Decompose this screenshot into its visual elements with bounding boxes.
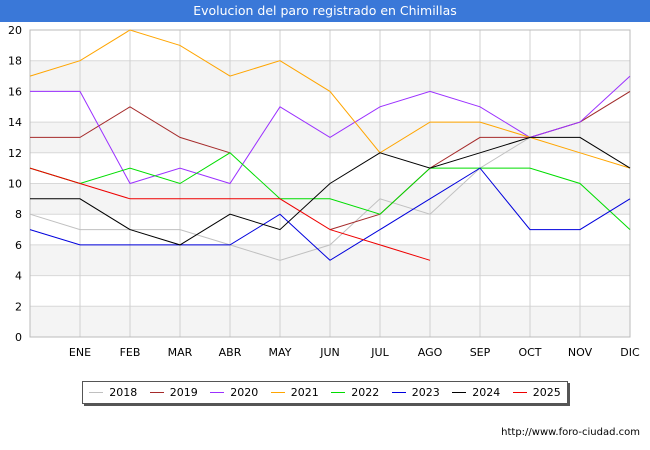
y-tick-label: 0: [15, 331, 22, 344]
legend-label: 2024: [472, 386, 501, 399]
y-tick-label: 20: [8, 24, 22, 37]
legend-label: 2020: [230, 386, 259, 399]
y-tick-label: 18: [8, 55, 22, 68]
x-tick-label: MAY: [269, 346, 292, 359]
legend: 2018 2019 2020 2021 2022 2023 2024 2025: [82, 381, 568, 404]
x-tick-label: ABR: [219, 346, 242, 359]
series-lines: [29, 29, 631, 261]
x-tick-label: FEB: [120, 346, 141, 359]
legend-swatch: [391, 392, 406, 393]
y-tick-label: 14: [8, 116, 22, 129]
y-tick-label: 8: [15, 208, 22, 221]
series-line-2025: [29, 167, 431, 261]
legend-entry-2022: 2022: [331, 386, 379, 399]
x-tick-label: JUN: [319, 346, 340, 359]
legend-entry-2024: 2024: [452, 386, 500, 399]
series-line-2023: [29, 167, 631, 261]
legend-label: 2018: [109, 386, 138, 399]
x-axis-tick-labels: ENE FEB MAR ABR MAY JUN JUL AGO SEP OCT NOV DIC: [69, 346, 640, 359]
legend-swatch: [452, 392, 467, 393]
x-tick-label: MAR: [168, 346, 193, 359]
x-tick-label: JUL: [370, 346, 389, 359]
legend-entry-2018: 2018: [89, 386, 137, 399]
y-tick-label: 10: [8, 178, 22, 191]
y-tick-label: 4: [15, 270, 22, 283]
legend-label: 2023: [411, 386, 440, 399]
series-line-2024: [30, 136, 631, 246]
x-tick-label: NOV: [568, 346, 593, 359]
legend-label: 2021: [290, 386, 319, 399]
legend-entry-2025: 2025: [512, 386, 561, 399]
y-axis-tick-labels: 0 2 4 6 8 10 12 14 16 18 20: [8, 24, 22, 344]
legend-entry-2019: 2019: [149, 386, 198, 399]
x-tick-label: AGO: [418, 346, 443, 359]
chart-title: Evolucion del paro registrado en Chimill…: [0, 0, 650, 22]
legend-label: 2022: [351, 386, 380, 399]
y-tick-label: 16: [8, 85, 22, 98]
legend-swatch: [331, 392, 346, 393]
y-tick-label: 2: [15, 300, 22, 313]
legend-swatch: [270, 392, 285, 393]
legend-swatch: [89, 392, 104, 393]
y-tick-label: 12: [8, 147, 22, 160]
plot-border: [29, 29, 631, 338]
legend-entry-2023: 2023: [391, 386, 440, 399]
legend-label: 2019: [169, 386, 198, 399]
source-credit: http://www.foro-ciudad.com: [501, 427, 640, 438]
legend-swatch: [149, 392, 164, 393]
series-line-2022: [29, 152, 631, 230]
x-tick-label: DIC: [620, 346, 640, 359]
x-tick-label: OCT: [518, 346, 541, 359]
x-tick-label: SEP: [470, 346, 491, 359]
legend-entry-2020: 2020: [210, 386, 258, 399]
legend-label: 2025: [532, 386, 561, 399]
legend-swatch: [210, 392, 225, 393]
y-tick-label: 6: [15, 239, 22, 252]
x-tick-label: ENE: [69, 346, 91, 359]
legend-entry-2021: 2021: [270, 386, 319, 399]
legend-swatch: [512, 392, 527, 393]
